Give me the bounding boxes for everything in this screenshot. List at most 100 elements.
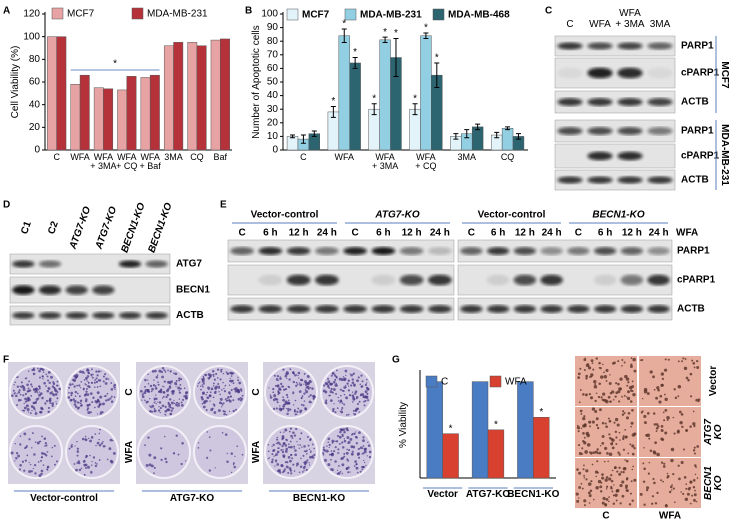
colony	[279, 405, 281, 407]
cell	[577, 430, 580, 433]
colony	[41, 375, 44, 378]
colony	[15, 394, 18, 398]
cell	[596, 460, 599, 463]
colony	[102, 375, 105, 378]
y-tick-label: 20	[29, 122, 41, 133]
colony	[333, 403, 335, 405]
colony	[331, 439, 335, 443]
colony	[205, 393, 207, 396]
cell	[606, 452, 609, 455]
colony	[302, 404, 305, 407]
colony	[288, 378, 291, 381]
colony	[221, 403, 224, 406]
cell	[602, 496, 606, 501]
cell	[692, 361, 696, 365]
colony	[349, 373, 351, 375]
blot-band	[286, 305, 311, 313]
colony	[282, 449, 284, 451]
blot-membrane	[9, 276, 171, 304]
bar	[220, 38, 230, 151]
colony	[171, 389, 174, 393]
colony	[292, 431, 295, 434]
colony	[296, 383, 299, 385]
colony	[285, 447, 289, 451]
colony	[362, 439, 365, 443]
colony	[353, 465, 356, 467]
colony	[74, 445, 76, 447]
error-bar	[515, 133, 521, 140]
cell	[677, 464, 680, 467]
cell	[633, 447, 636, 450]
colony	[295, 374, 298, 376]
colony	[328, 453, 331, 456]
colony	[356, 453, 360, 456]
colony	[85, 390, 88, 393]
cell	[661, 377, 665, 381]
cell	[618, 472, 622, 476]
colony	[144, 378, 147, 382]
colony	[343, 455, 346, 458]
blot-band	[65, 285, 88, 295]
colony	[328, 446, 330, 449]
cell	[667, 358, 670, 361]
colony	[143, 391, 147, 395]
colony	[288, 467, 292, 470]
colony	[347, 466, 350, 469]
cell	[630, 425, 633, 428]
colony	[91, 376, 93, 378]
colony	[43, 381, 46, 385]
cell	[621, 480, 625, 484]
colony	[78, 395, 81, 398]
colony	[335, 375, 338, 378]
colony	[313, 453, 316, 457]
colony	[159, 406, 162, 410]
colony	[178, 379, 181, 382]
colony	[226, 460, 229, 463]
colony	[72, 378, 75, 382]
colony	[331, 468, 334, 470]
cell	[695, 398, 698, 402]
colony	[351, 450, 354, 453]
colony	[299, 383, 303, 387]
cell	[608, 477, 612, 481]
cell	[605, 379, 608, 382]
colony	[95, 401, 99, 404]
colony	[366, 386, 368, 389]
error-bar	[475, 123, 481, 131]
colony	[164, 370, 167, 373]
cell	[619, 377, 623, 381]
cell	[629, 400, 633, 403]
cell	[599, 408, 602, 412]
colony	[178, 391, 182, 394]
colony	[80, 404, 83, 407]
cell	[604, 503, 608, 507]
colony	[91, 373, 94, 376]
colony	[161, 404, 165, 408]
colony	[330, 382, 333, 386]
colony	[157, 401, 159, 403]
cell	[632, 392, 636, 397]
colony	[22, 386, 26, 389]
colony	[149, 405, 151, 407]
colony	[267, 443, 270, 446]
plate-well	[320, 365, 374, 419]
colony	[280, 382, 283, 386]
colony	[34, 390, 37, 394]
colony	[348, 393, 352, 397]
cell	[649, 370, 653, 374]
colony	[112, 451, 116, 455]
colony	[220, 406, 223, 408]
colony	[282, 396, 285, 399]
colony	[165, 395, 168, 399]
colony	[32, 402, 35, 405]
colony	[224, 433, 228, 436]
colony	[357, 376, 360, 379]
colony	[73, 374, 76, 378]
x-tick-label: Vector	[427, 489, 458, 500]
colony	[43, 437, 47, 440]
colony	[269, 396, 273, 399]
colony	[83, 473, 86, 476]
cell	[577, 444, 581, 447]
colony	[94, 406, 96, 409]
colony	[202, 405, 206, 409]
